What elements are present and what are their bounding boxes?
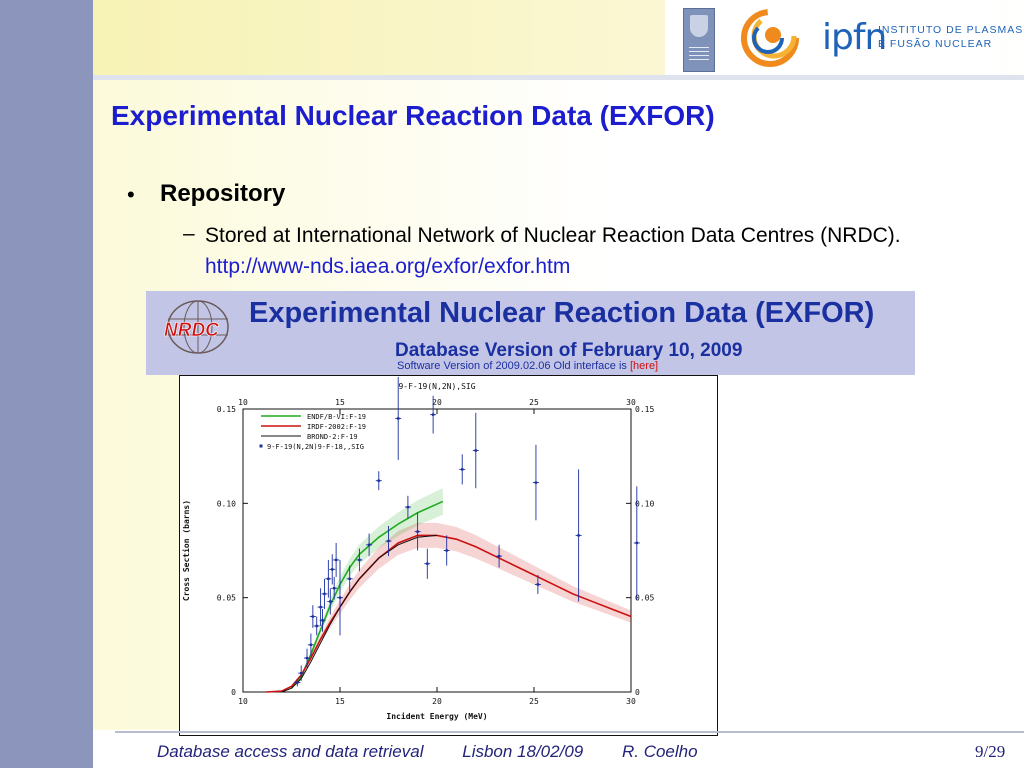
banner-title: Experimental Nuclear Reaction Data (EXFO… — [249, 297, 875, 329]
ipfn-swirl-logo — [741, 9, 799, 67]
endf-uncertainty-band — [291, 488, 443, 689]
footer: Database access and data retrieval Lisbo… — [157, 742, 732, 762]
legend-label-1: IRDF-2002:F-19 — [307, 423, 366, 431]
bullet-marker: • — [127, 182, 135, 207]
banner-subtitle: Database Version of February 10, 2009 — [395, 340, 743, 361]
exp-point — [367, 543, 371, 547]
exp-point — [461, 468, 464, 471]
exp-point — [536, 583, 540, 586]
left-sidebar-bar — [0, 0, 93, 768]
y-tick-label-right: 0 — [635, 688, 640, 697]
exp-point — [300, 671, 303, 675]
x-tick-label-bottom: 10 — [238, 697, 248, 706]
exp-point — [296, 681, 299, 684]
plot-area — [242, 408, 632, 693]
ipfn-wordmark: ipfn — [822, 17, 887, 58]
x-tick-label-bottom: 15 — [335, 697, 345, 706]
banner-note-text: Software Version of 2009.02.06 Old inter… — [397, 360, 630, 372]
footer-topic: Database access and data retrieval — [157, 742, 424, 761]
exp-point — [329, 600, 332, 603]
ist-logo — [683, 8, 715, 72]
ipfn-line-1: INSTITUTO DE PLASMAS — [878, 24, 1024, 36]
exp-point — [311, 615, 315, 618]
footer-place-date: Lisbon 18/02/09 — [462, 742, 584, 761]
footer-author: R. Coelho — [621, 742, 698, 761]
exp-point — [426, 562, 429, 565]
y-tick-label-left: 0.15 — [217, 405, 236, 414]
ipfn-line-2: E FUSÃO NUCLEAR — [878, 38, 993, 50]
exp-point — [445, 549, 448, 552]
exp-point — [334, 558, 338, 562]
y-tick-label-right: 0.05 — [635, 594, 654, 603]
y-tick-label-left: 0.05 — [217, 594, 236, 603]
x-tick-label-top: 30 — [626, 398, 636, 407]
exp-point — [377, 479, 380, 482]
y-tick-label-right: 0.15 — [635, 405, 654, 414]
header-divider — [93, 75, 1024, 80]
legend-label-2: BROND-2:F-19 — [307, 433, 358, 441]
exp-point — [338, 596, 342, 599]
x-axis-label: Incident Energy (MeV) — [386, 711, 487, 721]
legend-label-0: ENDF/B-VI:F-19 — [307, 413, 366, 421]
exp-point — [397, 417, 400, 420]
nrdc-logo-text: NRDC — [164, 320, 219, 341]
y-tick-label-left: 0.10 — [217, 499, 236, 508]
old-interface-link[interactable]: [here] — [629, 360, 659, 372]
exfor-banner — [146, 291, 915, 375]
exp-point — [577, 534, 580, 537]
exp-point — [305, 656, 309, 660]
exp-point — [327, 577, 330, 580]
exp-point — [416, 530, 419, 533]
x-tick-label-bottom: 25 — [529, 697, 539, 706]
exp-point — [635, 541, 639, 545]
banner-note: Software Version of 2009.02.06 Old inter… — [397, 360, 658, 372]
y-tick-label-left: 0 — [231, 688, 236, 697]
exp-point — [387, 539, 390, 543]
x-tick-label-top: 20 — [432, 398, 442, 407]
y-axis-label: Cross Section (barns) — [181, 500, 191, 601]
exp-point — [323, 592, 326, 596]
exp-point — [358, 558, 361, 562]
y-tick-label-right: 0.10 — [635, 499, 654, 508]
legend-label-exp: 9-F-19(N,2N)9-F-18,,SIG — [267, 443, 364, 451]
exp-point — [319, 605, 322, 609]
exp-point — [315, 624, 318, 628]
legend-swatch-exp — [259, 444, 263, 448]
exp-point — [321, 619, 324, 622]
bullet-repository: Repository — [160, 180, 286, 207]
exp-point — [474, 449, 477, 452]
x-tick-label-top: 10 — [238, 398, 248, 407]
exp-point — [331, 568, 334, 571]
exp-point — [309, 643, 313, 647]
sub-bullet-marker: – — [183, 222, 195, 245]
sub-bullet-body: Stored at International Network of Nucle… — [205, 224, 901, 247]
footer-page-number: 9/29 — [975, 742, 1006, 761]
exp-point — [348, 577, 351, 580]
chart-title: 9-F-19(N,2N),SIG — [398, 382, 475, 391]
x-tick-label-top: 25 — [529, 398, 539, 407]
curve-1 — [266, 534, 632, 693]
exp-point — [497, 554, 501, 558]
footer-divider — [115, 731, 1024, 733]
exp-point — [406, 505, 410, 509]
exp-point — [534, 481, 538, 484]
header-logo-area — [665, 0, 1000, 75]
x-tick-label-bottom: 30 — [626, 697, 636, 706]
sub-bullet-text: Stored at International Network of Nucle… — [205, 220, 975, 282]
exp-point — [332, 587, 336, 590]
x-tick-label-bottom: 20 — [432, 697, 442, 706]
nrdc-logo: NRDC — [164, 300, 229, 354]
cross-section-chart: 9-F-19(N,2N),SIG 10 10 15 15 20 20 25 25 30 30 0 0 0.… — [179, 375, 718, 736]
slide-title: Experimental Nuclear Reaction Data (EXFO… — [111, 100, 715, 131]
exfor-link[interactable]: http://www-nds.iaea.org/exfor/exfor.htm — [205, 255, 571, 278]
x-tick-label-top: 15 — [335, 398, 345, 407]
exp-point — [431, 413, 435, 416]
